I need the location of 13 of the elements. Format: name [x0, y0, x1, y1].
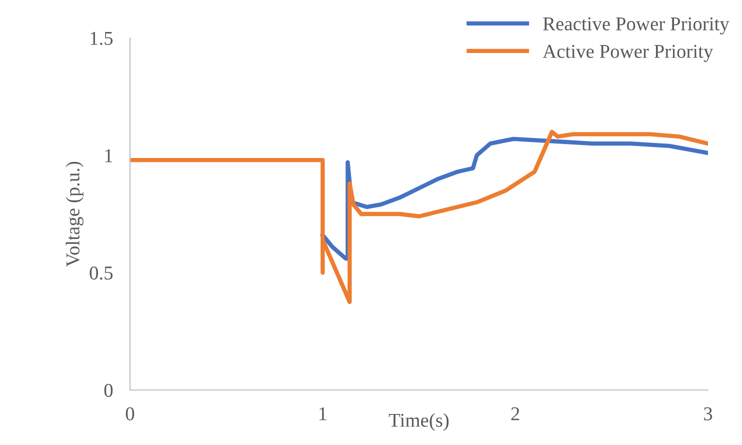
y-tick-label: 0 [104, 384, 113, 397]
line-series [130, 130, 708, 304]
x-tick-label: 2 [511, 407, 520, 420]
y-tick-label: 1 [105, 149, 112, 162]
y-tick-label: 0.5 [90, 266, 113, 280]
y-axis-title: Voltage (p.u.) [66, 162, 84, 267]
legend-label: Active Power Priority [542, 44, 714, 62]
legend-label: Reactive Power Priority [543, 17, 730, 34]
x-tick-label: 0 [126, 407, 134, 420]
x-tick-label: 1 [320, 407, 326, 420]
x-tick-label: 3 [704, 407, 712, 420]
y-tick-label: 1.5 [90, 32, 113, 46]
x-axis-title: Time(s) [388, 413, 449, 431]
